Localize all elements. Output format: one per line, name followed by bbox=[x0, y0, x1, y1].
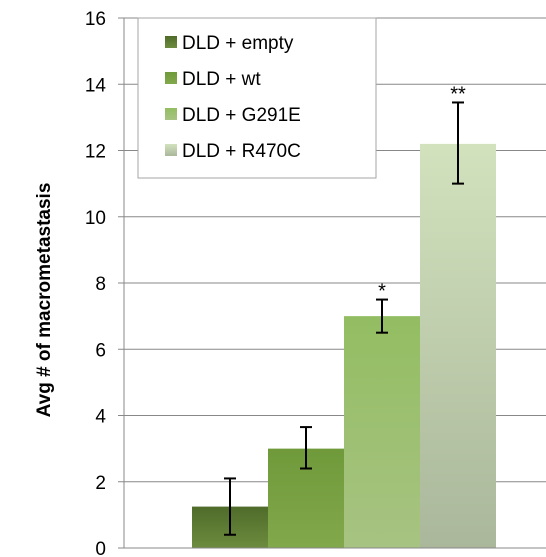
significance-annotation: * bbox=[378, 281, 386, 303]
legend-swatch bbox=[165, 72, 177, 84]
legend: DLD + empty DLD + wt DLD + G291E DLD + R470… bbox=[137, 17, 377, 179]
bar-3 bbox=[344, 316, 420, 548]
legend-swatch bbox=[165, 36, 177, 48]
y-tick-label: 2 bbox=[95, 473, 106, 494]
annotations: *** bbox=[378, 83, 466, 302]
y-tick-label: 16 bbox=[85, 9, 106, 30]
legend-label: DLD + R470C bbox=[182, 141, 301, 162]
axes bbox=[118, 17, 546, 549]
legend-label: DLD + wt bbox=[182, 69, 261, 90]
legend-box bbox=[137, 17, 377, 179]
y-tick-label: 0 bbox=[95, 539, 106, 557]
legend-label: DLD + empty bbox=[182, 33, 294, 54]
bar-4 bbox=[420, 143, 496, 548]
y-tick-label: 10 bbox=[85, 208, 106, 229]
y-tick-labels: 0 2 4 6 8 10 12 14 16 bbox=[85, 9, 107, 557]
y-tick-label: 4 bbox=[95, 407, 106, 428]
legend-swatch bbox=[165, 108, 177, 120]
significance-annotation: ** bbox=[450, 83, 466, 105]
y-tick-label: 8 bbox=[95, 274, 106, 295]
y-tick-label: 12 bbox=[85, 142, 106, 163]
legend-swatch bbox=[165, 144, 177, 156]
y-tick-label: 14 bbox=[85, 75, 107, 96]
y-tick-label: 6 bbox=[95, 340, 106, 361]
y-axis-title: Avg # of macrometastasis bbox=[34, 183, 55, 418]
bars bbox=[192, 143, 496, 548]
error-bars bbox=[224, 101, 464, 536]
legend-label: DLD + G291E bbox=[182, 105, 301, 126]
